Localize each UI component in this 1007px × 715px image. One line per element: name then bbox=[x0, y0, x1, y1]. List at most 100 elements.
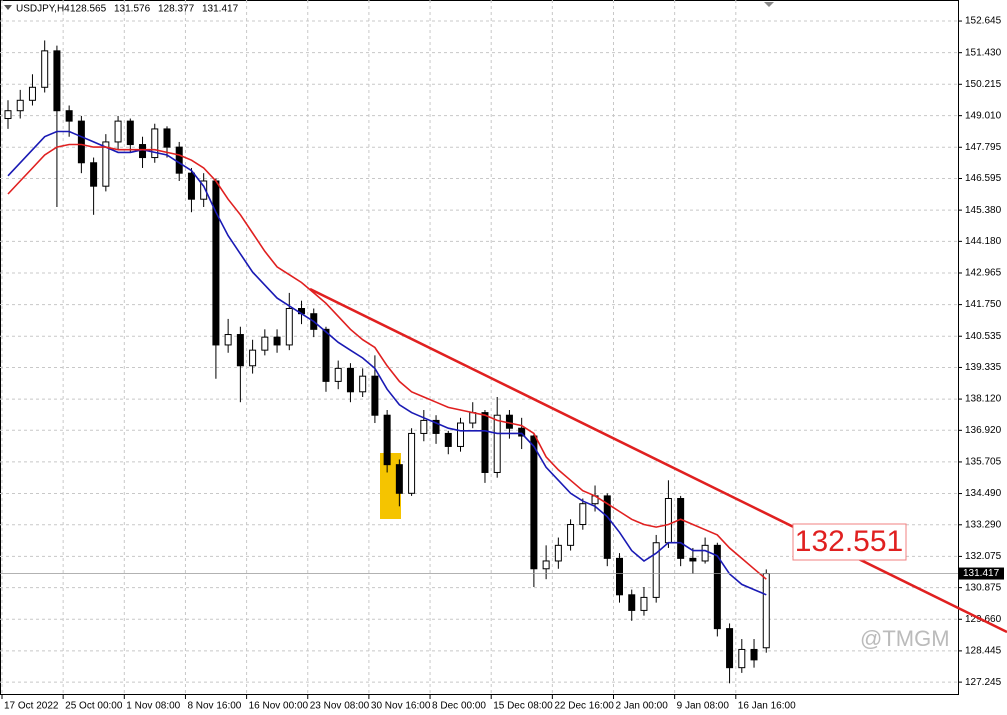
candle-body bbox=[750, 648, 758, 661]
y-tick-label: 130.875 bbox=[965, 582, 1002, 593]
y-tick-label: 150.215 bbox=[965, 79, 1002, 90]
candle-body bbox=[677, 498, 685, 559]
candle-body bbox=[432, 419, 440, 434]
ohlc-low: 128.377 bbox=[158, 4, 195, 15]
y-tick-label: 132.075 bbox=[965, 551, 1002, 562]
candle-body bbox=[273, 336, 281, 346]
current-price-label: 131.417 bbox=[963, 568, 1000, 579]
candle-body bbox=[346, 367, 354, 393]
y-tick-label: 136.920 bbox=[965, 425, 1002, 436]
candle-body bbox=[114, 120, 122, 143]
watermark: @TMGM bbox=[860, 626, 950, 651]
candle-body bbox=[493, 414, 501, 473]
marks bbox=[0, 40, 958, 684]
candle-body bbox=[701, 544, 709, 562]
candle-body bbox=[102, 141, 110, 187]
y-tick-label: 134.490 bbox=[965, 488, 1002, 499]
candle-body bbox=[762, 573, 770, 649]
candle-body bbox=[542, 560, 550, 570]
candle-body bbox=[567, 524, 575, 546]
y-tick-label: 147.795 bbox=[965, 142, 1002, 153]
candle-body bbox=[616, 557, 623, 596]
candle-body bbox=[579, 503, 587, 526]
candle-body bbox=[212, 180, 220, 346]
candle-body bbox=[408, 432, 416, 494]
candle-body bbox=[359, 375, 367, 393]
candle-body bbox=[65, 110, 73, 122]
candle-body bbox=[652, 542, 660, 598]
candle-body bbox=[224, 334, 232, 346]
candle-body bbox=[469, 412, 477, 424]
candle-body bbox=[236, 334, 244, 367]
candle-body bbox=[713, 544, 721, 630]
x-tick-label: 17 Oct 2022 bbox=[4, 701, 59, 712]
x-tick-label: 8 Dec 00:00 bbox=[432, 701, 486, 712]
y-tick-label: 152.645 bbox=[965, 16, 1002, 27]
y-tick-label: 145.380 bbox=[965, 205, 1002, 216]
candle-body bbox=[628, 594, 636, 611]
candle-body bbox=[395, 464, 403, 494]
candle-body bbox=[187, 172, 195, 200]
current-price-box bbox=[959, 567, 1004, 580]
highlight-box bbox=[380, 453, 401, 519]
candle-body bbox=[53, 50, 61, 112]
moving-average bbox=[7, 143, 767, 580]
candle-body bbox=[738, 648, 746, 669]
y-tick-label: 146.595 bbox=[965, 173, 1002, 184]
candle-body bbox=[505, 414, 513, 429]
x-tick-label: 25 Oct 00:00 bbox=[65, 701, 123, 712]
candle-body bbox=[689, 557, 697, 562]
x-tick-label: 22 Dec 16:00 bbox=[554, 701, 614, 712]
x-tick-label: 16 Jan 16:00 bbox=[738, 701, 796, 712]
candle-body bbox=[481, 412, 489, 473]
y-tick-label: 128.445 bbox=[965, 646, 1002, 657]
candle-body bbox=[334, 367, 342, 382]
candle-body bbox=[261, 336, 269, 351]
candle-body bbox=[420, 419, 428, 434]
candle-body bbox=[444, 432, 452, 447]
candle-body bbox=[603, 495, 611, 559]
candle-body bbox=[28, 86, 36, 101]
y-tick-label: 133.290 bbox=[965, 519, 1002, 530]
candle-body bbox=[530, 435, 538, 570]
candle-body bbox=[41, 50, 49, 88]
annotation: 132.551 bbox=[795, 525, 903, 558]
candle-body bbox=[16, 99, 24, 112]
ohlc-readout: 128.565 131.576 128.377 131.417 bbox=[70, 4, 239, 15]
ohlc-close: 131.417 bbox=[202, 4, 239, 15]
y-tick-label: 141.750 bbox=[965, 299, 1002, 310]
x-tick-label: 9 Jan 08:00 bbox=[677, 701, 730, 712]
plot-frame bbox=[0, 0, 959, 695]
candle-body bbox=[322, 328, 330, 382]
candle-body bbox=[126, 120, 134, 146]
x-tick-label: 15 Dec 08:00 bbox=[493, 701, 553, 712]
chart-title: USDJPY,H4 bbox=[16, 4, 70, 15]
candle-body bbox=[151, 128, 159, 159]
candle-body bbox=[175, 146, 183, 174]
y-tick-label: 140.535 bbox=[965, 331, 1002, 342]
y-tick-label: 151.430 bbox=[965, 47, 1002, 58]
ohlc-open: 128.565 bbox=[70, 4, 107, 15]
y-tick-label: 127.245 bbox=[965, 677, 1002, 688]
y-tick-label: 144.180 bbox=[965, 236, 1002, 247]
candle-body bbox=[139, 144, 147, 159]
candle-body bbox=[457, 422, 465, 447]
candle-body bbox=[640, 596, 648, 611]
moving-average bbox=[7, 130, 767, 596]
shift-marker bbox=[764, 2, 774, 7]
y-tick-label: 135.705 bbox=[965, 457, 1002, 468]
menu-icon bbox=[4, 5, 12, 10]
x-tick-label: 2 Jan 00:00 bbox=[616, 701, 669, 712]
x-tick-label: 16 Nov 00:00 bbox=[249, 701, 309, 712]
y-tick-label: 138.120 bbox=[965, 394, 1002, 405]
annotation-box bbox=[792, 523, 907, 561]
trend-line bbox=[309, 287, 1007, 634]
candle-body bbox=[383, 414, 391, 466]
candle-body bbox=[664, 498, 672, 544]
candle-body bbox=[90, 162, 98, 187]
x-tick-label: 8 Nov 16:00 bbox=[187, 701, 241, 712]
candle-body bbox=[249, 349, 257, 367]
y-tick-label: 142.965 bbox=[965, 268, 1002, 279]
